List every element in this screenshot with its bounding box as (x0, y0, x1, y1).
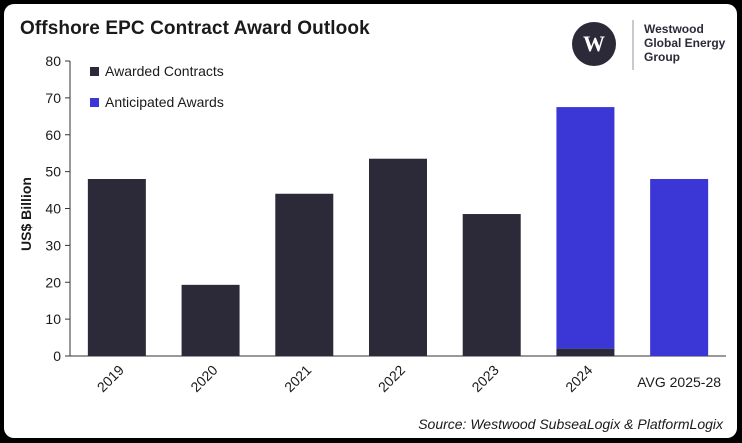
bar-anticipated-2024 (556, 107, 615, 349)
y-tick-label: 60 (45, 127, 61, 143)
bar-awarded-2023 (462, 214, 521, 356)
y-tick-label: 0 (53, 348, 61, 364)
y-tick-label: 50 (45, 164, 61, 180)
x-tick-label: 2022 (375, 362, 408, 395)
company-logo: W Westwood Global Energy Group (572, 20, 732, 72)
logo-divider (632, 20, 634, 70)
x-tick-label: 2023 (468, 362, 501, 395)
legend-label-0: Awarded Contracts (105, 63, 224, 79)
x-tick-label: 2021 (281, 362, 314, 395)
logo-mark-letter: W (583, 32, 605, 56)
y-tick-label: 70 (45, 90, 61, 106)
x-tick-label: 2020 (187, 362, 220, 395)
x-axis: 2019 2020 2021 2022 2023 2024 AVG 2025-28 (70, 355, 726, 395)
legend: Awarded Contracts Anticipated Awards (90, 63, 224, 110)
y-axis: 0 10 20 30 40 50 60 70 80 (45, 53, 71, 364)
legend-swatch-0 (90, 67, 99, 76)
logo-circle-icon: W (572, 22, 616, 66)
source-note: Source: Westwood SubseaLogix & PlatformL… (418, 416, 723, 432)
y-tick-label: 30 (45, 237, 61, 253)
x-tick-label: 2024 (562, 362, 595, 395)
bar-awarded-2022 (369, 158, 427, 356)
bar-awarded-2019 (87, 179, 146, 356)
bar-awarded-2021 (275, 193, 334, 356)
chart-card: Offshore EPC Contract Award Outlook W We… (4, 4, 737, 438)
legend-label-1: Anticipated Awards (105, 94, 224, 110)
y-tick-label: 10 (45, 311, 61, 327)
logo-line-2: Global Energy (644, 36, 726, 50)
y-axis-label: US$ Billion (18, 177, 34, 251)
y-tick-label: 20 (45, 274, 61, 290)
chart-title: Offshore EPC Contract Award Outlook (20, 18, 370, 39)
legend-swatch-1 (90, 98, 99, 107)
x-tick-label: 2019 (94, 362, 127, 395)
bar-awarded-2024 (556, 348, 615, 356)
y-tick-label: 40 (45, 201, 61, 217)
logo-text: Westwood Global Energy Group (644, 22, 725, 64)
bar-awarded-2020 (181, 284, 240, 356)
bar-anticipated-avg-2025-28 (650, 179, 709, 356)
y-tick-label: 80 (45, 53, 61, 69)
w-monogram-icon: W (583, 32, 605, 56)
bars (87, 107, 709, 356)
logo-line-1: Westwood (644, 22, 704, 36)
x-tick-label: AVG 2025-28 (637, 374, 721, 390)
logo-line-3: Group (644, 50, 680, 64)
